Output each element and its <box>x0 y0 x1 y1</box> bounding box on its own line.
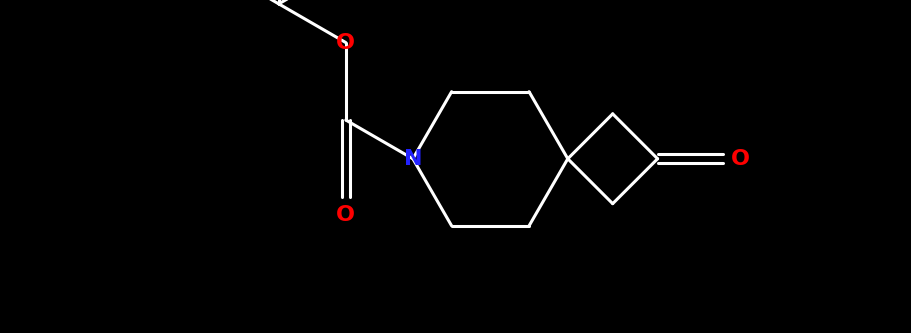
Text: O: O <box>336 33 355 53</box>
Text: O: O <box>336 205 355 225</box>
Text: N: N <box>404 149 422 169</box>
Text: O: O <box>732 149 750 169</box>
